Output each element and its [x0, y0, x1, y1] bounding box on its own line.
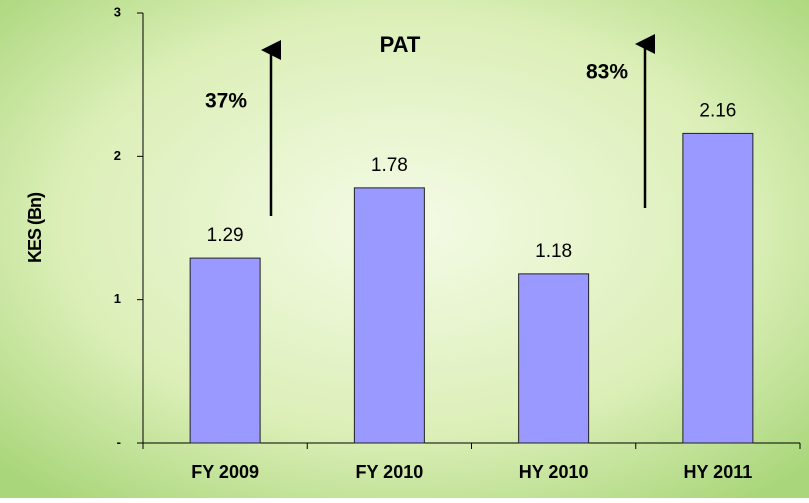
value-label: 1.18 [535, 241, 572, 262]
value-label: 1.29 [207, 225, 244, 246]
value-label: 1.78 [371, 155, 408, 176]
x-tick-label: HY 2011 [684, 462, 753, 482]
y-axis-label: KES (Bn) [25, 192, 45, 263]
x-tick-label: FY 2009 [191, 462, 259, 482]
value-label: 2.16 [699, 100, 736, 121]
annotation: 37% [205, 90, 247, 113]
y-tick-label: 2 [114, 148, 121, 163]
x-tick-label: FY 2010 [356, 462, 424, 482]
y-tick-label: - [117, 434, 121, 449]
x-tick-label: HY 2010 [519, 462, 589, 482]
bar [189, 257, 261, 444]
y-tick-label: 3 [114, 4, 121, 19]
bar [518, 273, 590, 444]
bar [682, 132, 754, 444]
bar [353, 187, 425, 444]
annotation: 83% [586, 61, 628, 84]
y-tick-label: 1 [114, 291, 121, 306]
chart-title: PAT [380, 32, 421, 57]
